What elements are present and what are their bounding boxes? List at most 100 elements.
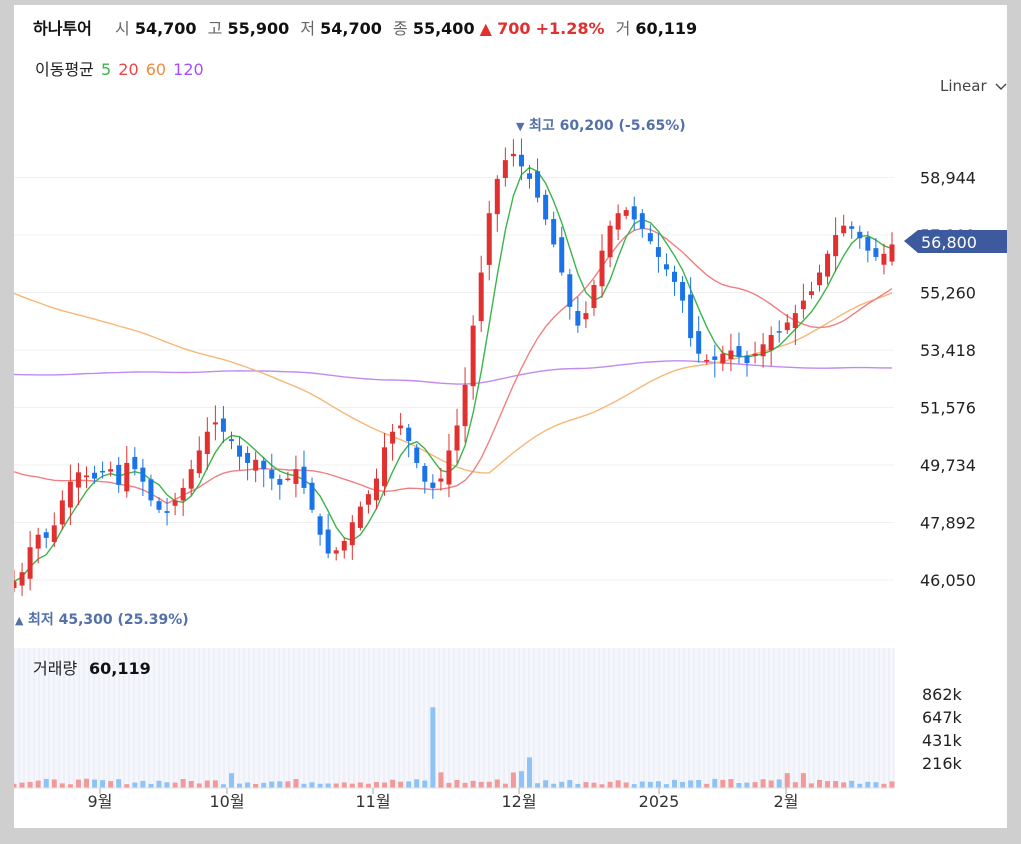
candle-body (285, 478, 291, 481)
current-price-label: 56,800 (921, 233, 977, 252)
candle-body (204, 431, 210, 455)
close-label: 종 (393, 19, 408, 38)
volume-bar (728, 779, 734, 788)
volume-bar (124, 784, 130, 788)
volume-bar (478, 781, 484, 788)
volume-bar (228, 773, 234, 788)
volume-bar (108, 781, 114, 788)
price-chart[interactable]: 58,94457,10255,26053,41851,57649,73447,8… (14, 5, 1007, 828)
candle-body (623, 210, 629, 216)
low-annotation: ▲ 최저 45,300 (25.39%) (15, 612, 189, 628)
volume-bar (841, 782, 847, 788)
candle-body (108, 469, 114, 472)
volume-bar (317, 783, 323, 788)
volume-bar (696, 780, 702, 788)
moving-average-lines (14, 166, 893, 583)
ohlc-header: 하나투어 시 54,700 고 55,900 저 54,700 종 55,400… (33, 15, 697, 39)
volume-bar (438, 772, 444, 788)
scale-mode-label: Linear (940, 77, 987, 95)
volume-bar (817, 779, 823, 788)
volume-bar (527, 757, 533, 788)
volume-bar (800, 773, 806, 788)
candle-body (14, 581, 17, 588)
low-label: 저 (300, 19, 316, 38)
volume-bar (784, 773, 790, 788)
candle-body (510, 153, 516, 157)
candle-body (478, 272, 484, 322)
x-tick-label: 12월 (501, 792, 536, 811)
volume-bar (752, 782, 758, 788)
candle-body (486, 213, 492, 265)
open-value: 54,700 (134, 19, 197, 38)
candle-body (156, 501, 162, 510)
candle-body (180, 487, 186, 501)
volume-bar (196, 783, 202, 788)
ma60-line (14, 292, 893, 474)
volume-bar (188, 780, 194, 788)
candle-body (760, 344, 766, 357)
candle-body (744, 355, 750, 364)
ma-60: 60 (145, 60, 167, 79)
volume-bar (680, 781, 686, 788)
volume-bar (494, 779, 500, 788)
candle-body (59, 500, 65, 525)
candle-body (245, 452, 251, 463)
volume-bar (92, 779, 98, 788)
volume-bar (180, 779, 186, 788)
candle-body (639, 213, 645, 229)
candle-body (527, 173, 533, 179)
volume-bar (406, 781, 412, 788)
candle-body (865, 237, 871, 251)
volume-bar (510, 772, 516, 788)
candle-body (301, 466, 307, 488)
change-up-icon: ▲ (479, 19, 492, 38)
volume-bar (889, 781, 895, 788)
open-label: 시 (114, 19, 130, 38)
candle-body (382, 447, 388, 487)
volume-bar (390, 779, 396, 788)
high-annotation-label: 최고 60,200 (-5.65%) (529, 118, 686, 134)
volume-bar (422, 780, 428, 788)
volume-bar (792, 782, 798, 788)
volume-bar (261, 782, 267, 788)
volume-bar (655, 781, 661, 788)
scale-mode-dropdown[interactable]: Linear (940, 77, 1007, 95)
ma-120: 120 (173, 60, 204, 79)
volume-bar (100, 780, 106, 788)
volume-bar (808, 783, 814, 788)
volume-bar (849, 780, 855, 788)
candle-body (575, 311, 581, 326)
candle-body (825, 253, 831, 277)
volume-bar (172, 782, 178, 788)
candle-body (881, 253, 887, 265)
volume-legend: 거래량 60,119 (33, 659, 151, 678)
candle-body (720, 353, 726, 364)
price-tick-label: 49,734 (920, 456, 976, 475)
volume-bar (357, 782, 363, 788)
candle-body (792, 313, 798, 329)
x-tick-label: 2월 (774, 792, 799, 811)
volume-bar (365, 783, 371, 788)
candle-body (728, 350, 734, 360)
candle-body (277, 479, 283, 485)
volume-bar (736, 783, 742, 788)
candle-body (502, 160, 508, 179)
volume-bar (75, 779, 81, 788)
candle-body (92, 472, 98, 479)
moving-average-legend[interactable]: 이동평균 5 20 60 120 (33, 56, 204, 80)
volume-tick-4: 216k (922, 754, 963, 773)
ma-5: 5 (100, 60, 112, 79)
candle-body (470, 325, 476, 387)
candle-body (631, 206, 637, 220)
candle-body (655, 247, 661, 257)
volume-bar (607, 781, 613, 788)
low-annotation-icon: ▲ (15, 614, 24, 627)
candle-body (712, 356, 718, 360)
volume-bar (583, 782, 589, 788)
candle-body (228, 439, 234, 442)
volume-bar (518, 771, 524, 788)
volume-bar (132, 782, 138, 788)
grid-lines (14, 177, 894, 581)
candle-body (261, 460, 267, 470)
volume-bar (382, 782, 388, 788)
